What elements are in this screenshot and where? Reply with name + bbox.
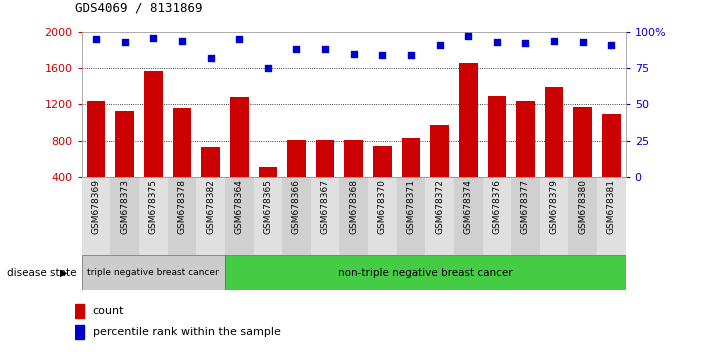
Bar	[225, 177, 254, 255]
Point	[291, 46, 302, 52]
Bar	[311, 177, 339, 255]
Bar	[75, 325, 85, 339]
Bar	[115, 111, 134, 213]
Text: GSM678371: GSM678371	[407, 179, 415, 234]
Text: GSM678373: GSM678373	[120, 179, 129, 234]
Bar	[339, 177, 368, 255]
Text: GSM678379: GSM678379	[550, 179, 559, 234]
Point	[606, 42, 617, 48]
Text: GSM678381: GSM678381	[607, 179, 616, 234]
Point	[463, 33, 474, 39]
Text: ▶: ▶	[60, 268, 68, 278]
Point	[434, 42, 445, 48]
Bar	[110, 177, 139, 255]
Text: GDS4069 / 8131869: GDS4069 / 8131869	[75, 1, 202, 14]
Point	[548, 38, 560, 44]
Text: triple negative breast cancer: triple negative breast cancer	[87, 268, 219, 277]
Point	[348, 51, 359, 57]
Bar	[344, 140, 363, 213]
Bar	[602, 114, 621, 213]
Bar	[430, 125, 449, 213]
Text: GSM678365: GSM678365	[263, 179, 272, 234]
Bar	[545, 87, 563, 213]
Text: GSM678370: GSM678370	[378, 179, 387, 234]
Text: GSM678364: GSM678364	[235, 179, 244, 234]
Text: GSM678366: GSM678366	[292, 179, 301, 234]
Bar	[368, 177, 397, 255]
Bar	[144, 71, 163, 213]
Point	[405, 52, 417, 58]
Point	[90, 36, 102, 42]
Text: GSM678382: GSM678382	[206, 179, 215, 234]
Bar	[425, 177, 454, 255]
Point	[119, 39, 130, 45]
Bar	[540, 177, 568, 255]
Point	[491, 39, 503, 45]
Point	[577, 39, 589, 45]
Bar	[397, 177, 425, 255]
Bar	[168, 177, 196, 255]
Bar	[287, 140, 306, 213]
Bar	[516, 101, 535, 213]
Bar	[316, 140, 334, 213]
Text: GSM678367: GSM678367	[321, 179, 330, 234]
Bar	[282, 177, 311, 255]
Bar	[225, 255, 626, 290]
Bar	[87, 101, 105, 213]
Text: GSM678380: GSM678380	[578, 179, 587, 234]
Bar	[75, 304, 85, 318]
Text: GSM678372: GSM678372	[435, 179, 444, 234]
Bar	[488, 96, 506, 213]
Text: non-triple negative breast cancer: non-triple negative breast cancer	[338, 268, 513, 278]
Point	[205, 55, 216, 61]
Text: GSM678378: GSM678378	[178, 179, 186, 234]
Bar	[454, 177, 483, 255]
Bar	[459, 63, 478, 213]
Text: GSM678376: GSM678376	[492, 179, 501, 234]
Text: GSM678369: GSM678369	[92, 179, 100, 234]
Text: GSM678377: GSM678377	[521, 179, 530, 234]
Bar	[254, 177, 282, 255]
Bar	[173, 108, 191, 213]
Text: GSM678375: GSM678375	[149, 179, 158, 234]
Point	[176, 38, 188, 44]
Point	[319, 46, 331, 52]
Bar	[402, 138, 420, 213]
Text: count: count	[92, 306, 124, 316]
Point	[377, 52, 388, 58]
Bar	[201, 147, 220, 213]
Bar	[373, 146, 392, 213]
Point	[148, 35, 159, 40]
Bar	[82, 177, 110, 255]
Bar	[568, 177, 597, 255]
Point	[262, 65, 274, 71]
Bar	[139, 177, 168, 255]
Bar	[196, 177, 225, 255]
Bar	[259, 167, 277, 213]
Point	[520, 41, 531, 46]
Text: percentile rank within the sample: percentile rank within the sample	[92, 327, 280, 337]
Text: GSM678368: GSM678368	[349, 179, 358, 234]
Text: GSM678374: GSM678374	[464, 179, 473, 234]
Bar	[483, 177, 511, 255]
Bar	[574, 107, 592, 213]
Text: disease state: disease state	[7, 268, 77, 278]
Bar	[597, 177, 626, 255]
Point	[233, 36, 245, 42]
Bar	[82, 255, 225, 290]
Bar	[511, 177, 540, 255]
Bar	[230, 97, 249, 213]
